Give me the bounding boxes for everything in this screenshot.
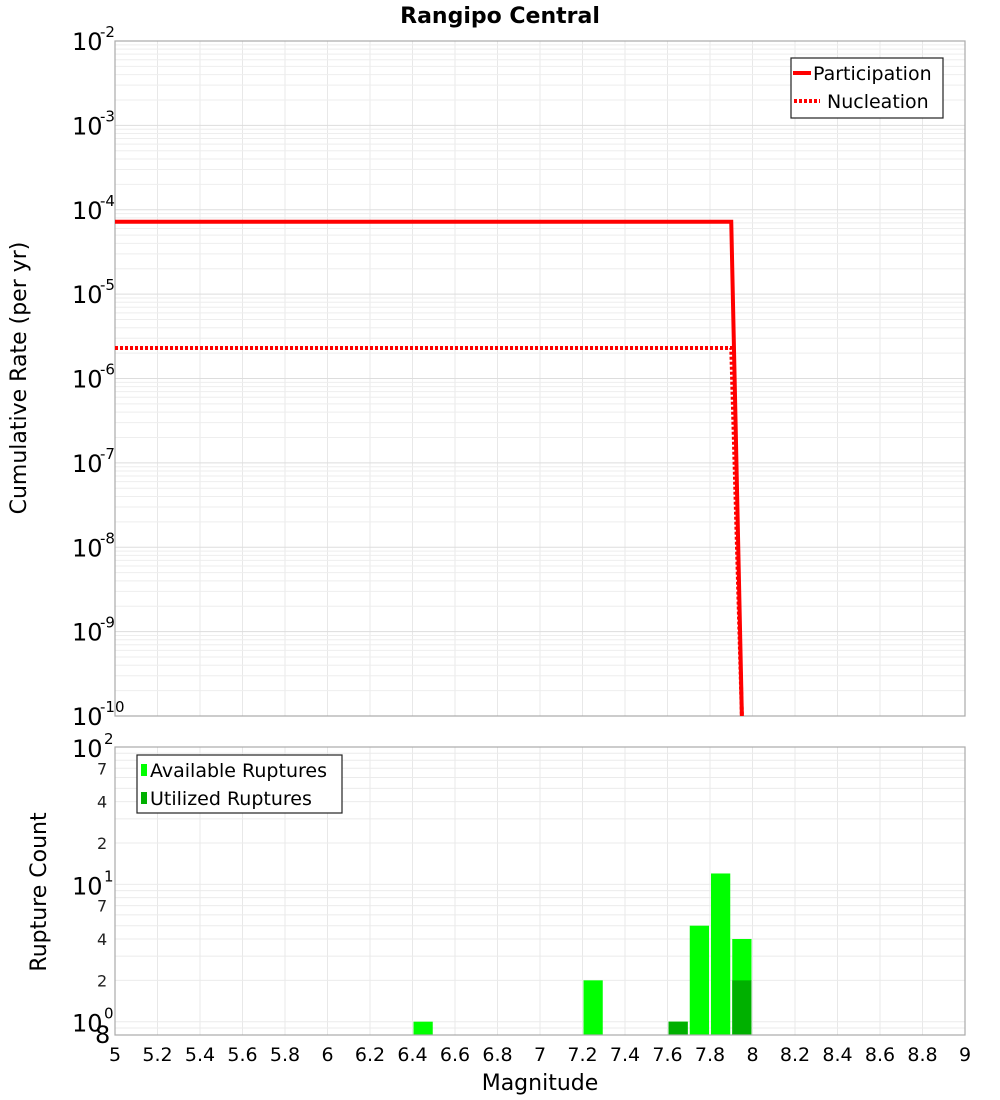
- y-tick-label: 10: [72, 450, 103, 478]
- cumulative-rate-plot: 10-210-310-410-510-610-710-810-910-10 Cu…: [7, 23, 965, 731]
- x-tick-label: 6.2: [355, 1044, 385, 1066]
- bottom-y-axis-label: Rupture Count: [27, 812, 52, 972]
- legend-participation: Participation: [813, 63, 932, 85]
- y-tick-label: 10: [72, 366, 103, 394]
- top-grid: [115, 41, 965, 716]
- nucleation-line: [115, 348, 742, 716]
- y-minor-tick-label: 4: [97, 793, 107, 812]
- x-tick-label: 7.6: [652, 1044, 682, 1066]
- participation-line: [115, 222, 742, 716]
- utilized-swatch: [141, 792, 147, 804]
- y-tick-label: 10: [72, 28, 103, 56]
- rate-lines: [115, 222, 742, 716]
- x-tick-label: 5.8: [270, 1044, 300, 1066]
- available-swatch: [141, 764, 147, 776]
- y-tick-exponent: -4: [100, 192, 115, 210]
- x-tick-label: 8: [746, 1044, 758, 1066]
- x-tick-label: 8.2: [780, 1044, 810, 1066]
- y-tick-exponent: -2: [100, 23, 115, 41]
- y-minor-tick-label: 7: [97, 759, 107, 778]
- x-tick-label: 7.8: [695, 1044, 725, 1066]
- y-tick-label: 10: [72, 703, 103, 731]
- y-tick-exponent: 0: [104, 1005, 114, 1023]
- y-minor-tick-label: 2: [97, 834, 107, 853]
- y-tick-label: 10: [72, 197, 103, 225]
- available-bar: [584, 980, 603, 1035]
- x-tick-label: 8.8: [907, 1044, 937, 1066]
- x-tick-label: 5.6: [227, 1044, 257, 1066]
- bottom-legend: Available Ruptures Utilized Ruptures: [137, 755, 342, 813]
- available-bar: [414, 1022, 433, 1035]
- x-tick-label: 8.4: [822, 1044, 852, 1066]
- bottom-y-ticks: 1021011007427428: [72, 730, 114, 1049]
- x-tick-label: 7.2: [567, 1044, 597, 1066]
- x-tick-label: 5: [109, 1044, 121, 1066]
- available-bar: [711, 873, 730, 1035]
- y-tick-exponent: 2: [104, 730, 114, 748]
- x-tick-label: 9: [959, 1044, 971, 1066]
- y-tick-exponent: 1: [104, 867, 114, 885]
- legend-nucleation: Nucleation: [827, 91, 929, 113]
- utilized-bar: [732, 980, 751, 1035]
- x-tick-label: 7: [534, 1044, 546, 1066]
- legend-utilized: Utilized Ruptures: [150, 788, 312, 810]
- y-minor-tick-label: 2: [97, 971, 107, 990]
- y-tick-label: 10: [72, 619, 103, 647]
- y-tick-exponent: -7: [100, 445, 115, 463]
- chart-figure: Rangipo Central 10-210-310-410-510-610-7…: [0, 0, 1000, 1100]
- x-tick-label: 6.6: [440, 1044, 470, 1066]
- x-tick-label: 6.8: [482, 1044, 512, 1066]
- x-tick-label: 6: [321, 1044, 333, 1066]
- top-legend: Participation Nucleation: [791, 58, 943, 118]
- x-axis-label: Magnitude: [482, 1071, 599, 1096]
- y-minor-tick-label: 4: [97, 930, 107, 949]
- x-tick-label: 5.2: [142, 1044, 172, 1066]
- utilized-bar: [669, 1022, 688, 1035]
- y-minor-tick-label: 7: [97, 897, 107, 916]
- x-tick-label: 8.6: [865, 1044, 895, 1066]
- x-tick-label: 5.4: [185, 1044, 215, 1066]
- rupture-count-plot: 1021011007427428 55.25.45.65.866.26.46.6…: [27, 730, 971, 1096]
- chart-title: Rangipo Central: [400, 4, 600, 29]
- y-tick-label: 10: [72, 281, 103, 309]
- x-tick-label: 7.4: [610, 1044, 640, 1066]
- y-tick-exponent: -10: [100, 698, 125, 716]
- x-tick-label: 6.4: [397, 1044, 427, 1066]
- legend-available: Available Ruptures: [150, 760, 327, 782]
- y-tick-label: 10: [72, 534, 103, 562]
- y-tick-exponent: -9: [100, 614, 115, 632]
- y-tick-exponent: -5: [100, 276, 115, 294]
- x-ticks: 5 5.2 5.4 5.6 5.8 6 6.2 6.4 6.6 6.8 7 7.2 7.4 7.6 7.8 8…: [109, 1044, 971, 1066]
- y-tick-exponent: -3: [100, 107, 115, 125]
- top-y-axis-label: Cumulative Rate (per yr): [7, 242, 32, 515]
- y-tick-exponent: -6: [100, 361, 115, 379]
- y-tick-exponent: -8: [100, 529, 115, 547]
- y-tick-label: 10: [72, 112, 103, 140]
- available-bar: [690, 926, 709, 1035]
